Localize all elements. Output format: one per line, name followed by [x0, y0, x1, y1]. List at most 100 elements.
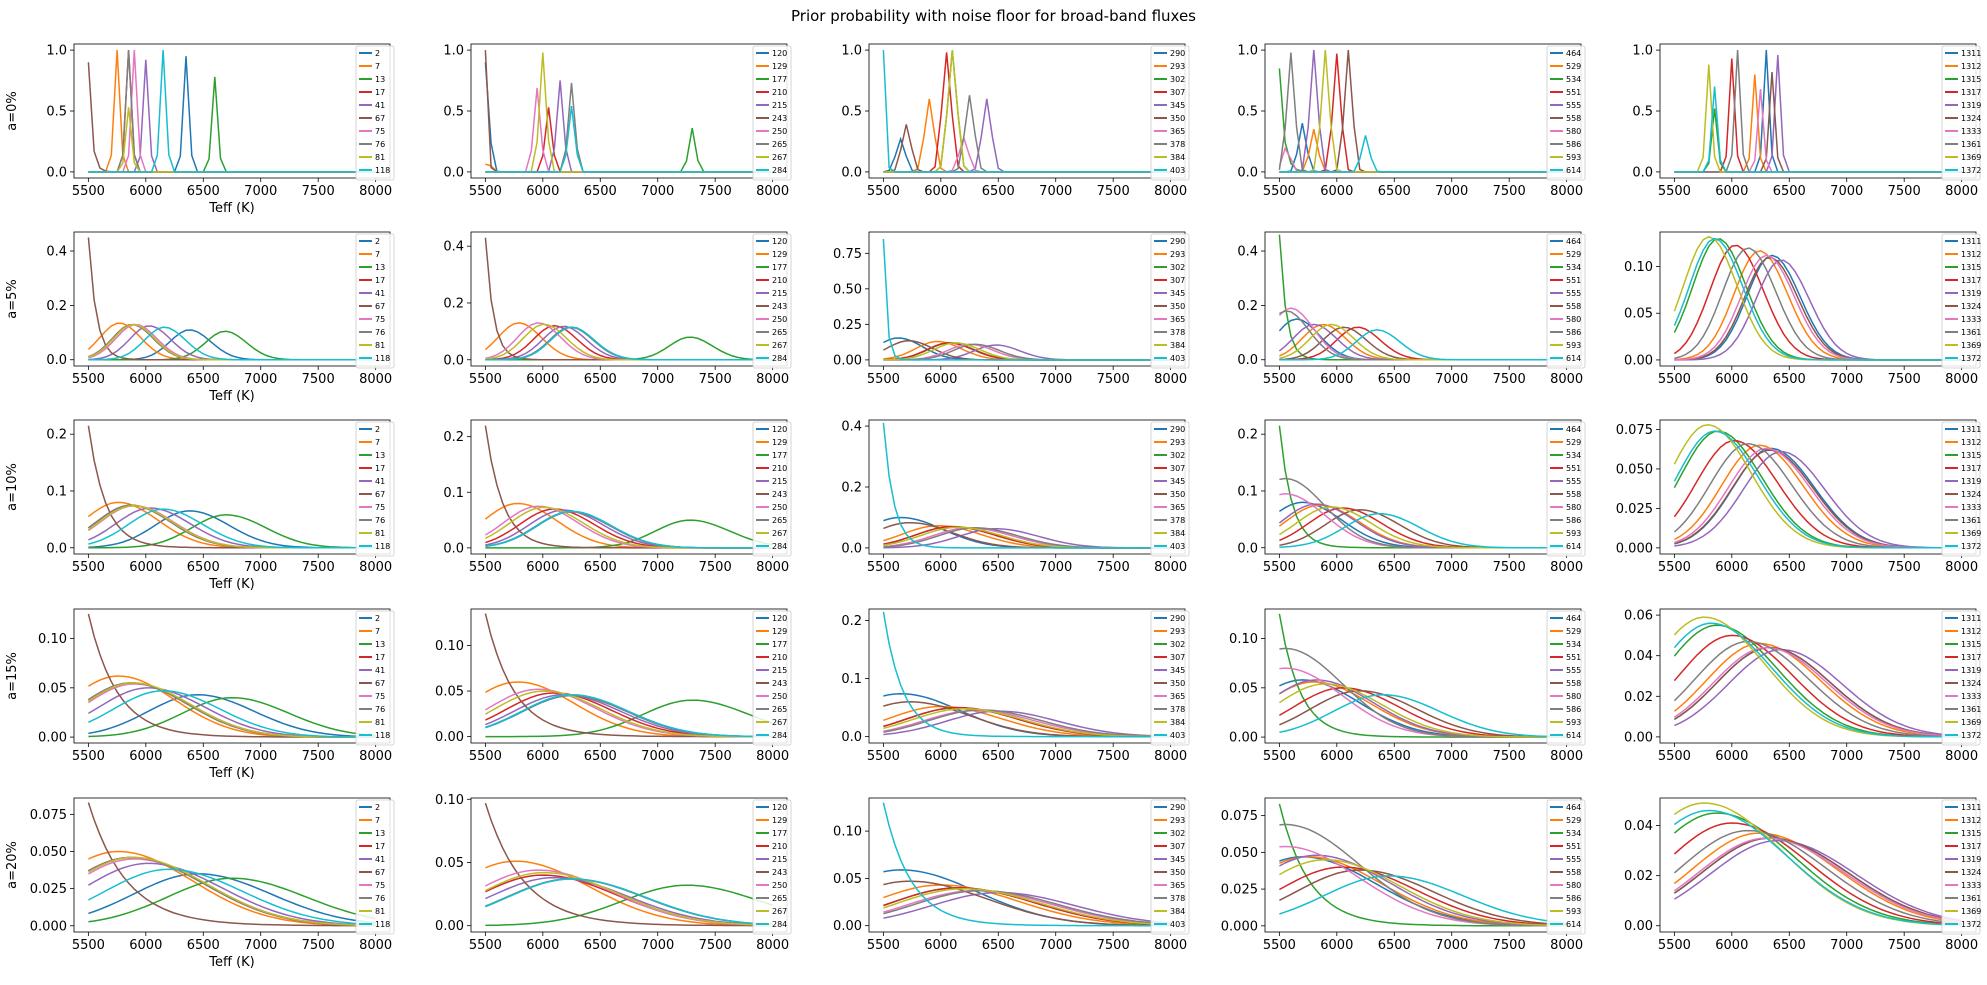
y-tick-label: 0.4	[46, 245, 67, 260]
series-line-177	[485, 127, 773, 173]
legend-label: 129	[772, 250, 787, 259]
x-tick-label: 6500	[584, 372, 617, 387]
legend-label: 1311	[1961, 803, 1981, 812]
x-tick-label: 8000	[1154, 560, 1187, 575]
x-tick-label: 5500	[469, 938, 502, 953]
legend-label: 555	[1566, 289, 1581, 298]
panel-r3-c2: 5500 6000 6500 7000 7500 8000 0.0 0.1 0.2 290 293 3…	[841, 608, 1190, 764]
y-tick-label: 1.0	[46, 44, 67, 59]
series-line-215	[485, 693, 773, 738]
legend-label: 1312	[1961, 438, 1981, 447]
series-line-215	[485, 80, 773, 173]
series-line-529	[1279, 323, 1567, 361]
legend-label: 586	[1566, 328, 1581, 337]
y-tick-label: 1.0	[841, 44, 862, 59]
series-line-614	[1279, 329, 1567, 361]
y-tick-label: 0.05	[1624, 307, 1653, 322]
legend-label: 265	[772, 894, 787, 903]
series-line-13	[88, 696, 376, 738]
legend-label: 75	[375, 127, 385, 136]
y-tick-label: 0.1	[841, 672, 862, 687]
series-line-350	[883, 124, 1171, 173]
series-line-529	[1279, 856, 1567, 927]
legend-label: 1333	[1961, 881, 1981, 890]
x-tick-label: 8000	[359, 184, 392, 199]
y-tick-label: 0.050	[30, 845, 67, 860]
series-line-586	[1278, 52, 1567, 173]
legend-label: 1369	[1961, 529, 1981, 538]
x-tick-label: 5500	[72, 372, 105, 387]
legend-label: 293	[1170, 816, 1185, 825]
series-line-118	[88, 50, 376, 173]
series-line-1317	[1673, 822, 1962, 926]
legend: 120 129 177 210 215 243 250 265 267 284	[752, 799, 792, 935]
y-tick-label: 0.10	[435, 793, 464, 808]
legend-label: 1333	[1961, 315, 1981, 324]
axes-frame	[470, 231, 788, 367]
legend-label: 1312	[1961, 816, 1981, 825]
legend-label: 13	[375, 451, 385, 460]
x-tick-label: 7000	[1830, 372, 1863, 387]
legend-label: 76	[375, 705, 385, 714]
legend-label: 293	[1170, 627, 1185, 636]
legend: 120 129 177 210 215 243 250 265 267 284	[752, 233, 792, 369]
legend-label: 250	[772, 315, 787, 324]
x-axis-label: Teff (K)	[208, 201, 255, 216]
x-tick-label: 7000	[244, 749, 277, 764]
x-tick-label: 6000	[129, 560, 162, 575]
legend-label: 67	[375, 490, 385, 499]
legend-label: 529	[1566, 438, 1581, 447]
legend-label: 267	[772, 529, 787, 538]
x-tick-label: 7000	[244, 938, 277, 953]
x-tick-label: 7000	[1039, 184, 1072, 199]
y-tick-label: 0.00	[1624, 353, 1653, 368]
y-tick-label: 0.00	[38, 731, 67, 746]
legend-label: 7	[375, 62, 380, 71]
legend-label: 120	[772, 803, 787, 812]
series-line-378	[883, 709, 1171, 738]
x-tick-label: 5500	[1658, 372, 1691, 387]
legend-label: 1369	[1961, 153, 1981, 162]
x-tick-label: 6000	[924, 184, 957, 199]
series-line-365	[883, 135, 1171, 173]
x-axis-label: Teff (K)	[208, 389, 255, 404]
legend-label: 284	[772, 920, 787, 929]
legend-label: 551	[1566, 653, 1581, 662]
series-line-293	[883, 98, 1171, 173]
legend-label: 1311	[1961, 49, 1981, 58]
legend-label: 81	[375, 529, 385, 538]
x-tick-label: 5500	[469, 184, 502, 199]
series-line-1333	[1674, 447, 1962, 549]
y-tick-label: 0.10	[833, 825, 862, 840]
legend-label: 378	[1170, 705, 1185, 714]
series-line-81	[88, 107, 376, 173]
legend-label: 1369	[1961, 907, 1981, 916]
legend-label: 290	[1170, 803, 1185, 812]
y-tick-label: 0.0	[46, 353, 67, 368]
legend: 120 129 177 210 215 243 250 265 267 284	[752, 610, 792, 746]
series-line-76	[88, 323, 376, 361]
row-label: a=5%	[5, 279, 20, 318]
legend-label: 120	[772, 614, 787, 623]
legend-label: 1372	[1961, 166, 1981, 175]
series-line-593	[1279, 323, 1567, 361]
legend-label: 1324	[1961, 679, 1981, 688]
legend-label: 17	[375, 276, 385, 285]
legend-label: 302	[1170, 829, 1185, 838]
y-tick-label: 0.00	[1624, 919, 1653, 934]
row-label: a=15%	[5, 652, 20, 700]
legend-label: 580	[1566, 315, 1581, 324]
x-tick-label: 5500	[72, 749, 105, 764]
series-line-1317	[1673, 634, 1962, 738]
series-line-378	[883, 95, 1171, 173]
legend-label: 1317	[1961, 276, 1981, 285]
x-tick-label: 5500	[1263, 184, 1296, 199]
legend-label: 1312	[1961, 627, 1981, 636]
legend-label: 534	[1566, 263, 1581, 272]
y-tick-label: 0.02	[1624, 869, 1653, 884]
x-tick-label: 8000	[1550, 938, 1583, 953]
legend-label: 403	[1170, 354, 1185, 363]
y-tick-label: 0.5	[1632, 105, 1653, 120]
x-tick-label: 6500	[187, 184, 220, 199]
